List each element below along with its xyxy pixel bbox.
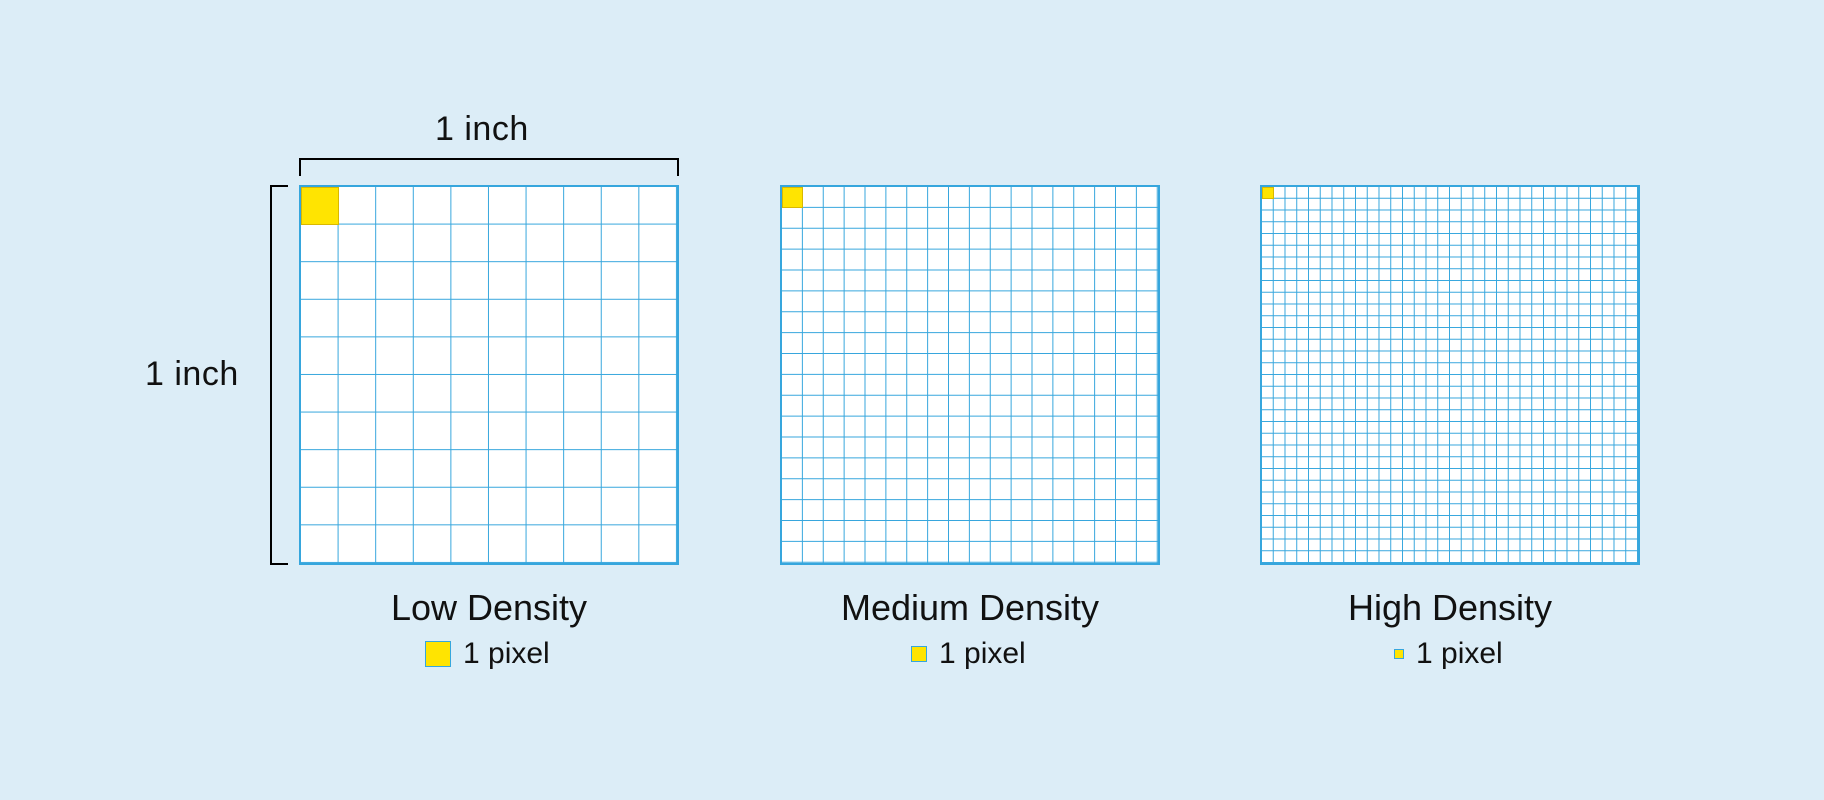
legend-label: 1 pixel <box>939 637 1026 671</box>
grid-lines <box>782 187 1158 563</box>
highlighted-pixel-icon <box>1262 187 1274 199</box>
caption-low: Low Density <box>299 587 679 629</box>
bracket-tick-icon <box>272 185 288 187</box>
pixel-swatch-icon <box>1394 649 1404 659</box>
top-dimension-bracket <box>299 158 679 160</box>
density-grid-high <box>1260 185 1640 565</box>
legend-label: 1 pixel <box>463 637 550 671</box>
caption-medium: Medium Density <box>780 587 1160 629</box>
legend-low: 1 pixel <box>425 637 550 671</box>
grid-lines <box>1262 187 1638 563</box>
density-grid-medium <box>780 185 1160 565</box>
density-grid-low <box>299 185 679 565</box>
grid-lines <box>301 187 677 563</box>
legend-label: 1 pixel <box>1416 637 1503 671</box>
highlighted-pixel-icon <box>301 187 339 225</box>
top-dimension-label: 1 inch <box>435 110 529 149</box>
legend-high: 1 pixel <box>1394 637 1503 671</box>
caption-high: High Density <box>1260 587 1640 629</box>
diagram-stage: 1 inch 1 inch Low Density 1 pixel Medium D… <box>0 0 1824 800</box>
highlighted-pixel-icon <box>782 187 803 208</box>
bracket-tick-icon <box>299 160 301 176</box>
bracket-tick-icon <box>272 563 288 565</box>
bracket-tick-icon <box>677 160 679 176</box>
left-dimension-label: 1 inch <box>145 355 239 394</box>
pixel-swatch-icon <box>425 641 451 667</box>
left-dimension-bracket <box>270 185 272 565</box>
pixel-swatch-icon <box>911 646 927 662</box>
legend-medium: 1 pixel <box>911 637 1026 671</box>
